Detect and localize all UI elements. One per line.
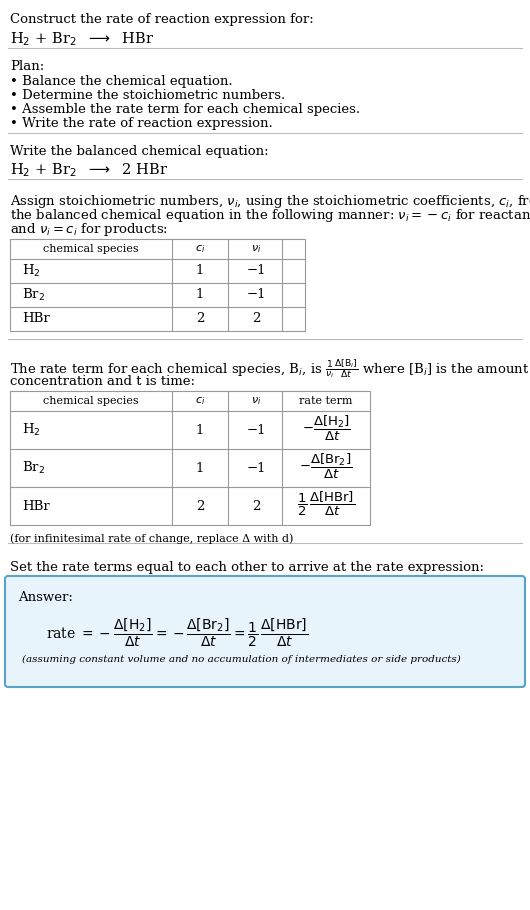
Text: HBr: HBr — [22, 500, 50, 512]
Text: 2: 2 — [252, 500, 260, 512]
Text: • Balance the chemical equation.: • Balance the chemical equation. — [10, 75, 233, 88]
Text: $c_i$: $c_i$ — [195, 243, 205, 255]
Text: (for infinitesimal rate of change, replace Δ with d): (for infinitesimal rate of change, repla… — [10, 533, 294, 543]
Bar — [10, 239, 305, 331]
Text: the balanced chemical equation in the following manner: $\nu_i = -c_i$ for react: the balanced chemical equation in the fo… — [10, 207, 530, 224]
Text: 1: 1 — [196, 461, 204, 474]
FancyBboxPatch shape — [5, 576, 525, 687]
Text: $c_i$: $c_i$ — [195, 395, 205, 407]
Text: Br$_2$: Br$_2$ — [22, 460, 45, 476]
Text: concentration and t is time:: concentration and t is time: — [10, 375, 195, 388]
Text: Plan:: Plan: — [10, 60, 44, 73]
Text: chemical species: chemical species — [43, 396, 139, 406]
Text: chemical species: chemical species — [43, 244, 139, 254]
Text: $-\dfrac{\Delta[\mathrm{Br_2}]}{\Delta t}$: $-\dfrac{\Delta[\mathrm{Br_2}]}{\Delta t… — [299, 451, 352, 480]
Text: H$_2$: H$_2$ — [22, 422, 41, 438]
Text: rate term: rate term — [299, 396, 353, 406]
Text: 2: 2 — [196, 312, 204, 326]
Text: Assign stoichiometric numbers, $\nu_i$, using the stoichiometric coefficients, $: Assign stoichiometric numbers, $\nu_i$, … — [10, 193, 530, 210]
Text: The rate term for each chemical species, B$_i$, is $\frac{1}{\nu_i}\frac{\Delta[: The rate term for each chemical species,… — [10, 357, 529, 380]
Text: 2: 2 — [196, 500, 204, 512]
Text: Write the balanced chemical equation:: Write the balanced chemical equation: — [10, 145, 269, 158]
Text: −1: −1 — [246, 265, 266, 278]
Text: Construct the rate of reaction expression for:: Construct the rate of reaction expressio… — [10, 13, 314, 26]
Bar — [10, 391, 370, 525]
Text: 1: 1 — [196, 423, 204, 437]
Text: −1: −1 — [246, 423, 266, 437]
Text: 1: 1 — [196, 265, 204, 278]
Text: Answer:: Answer: — [18, 591, 73, 604]
Text: H$_2$ + Br$_2$  $\longrightarrow$  2 HBr: H$_2$ + Br$_2$ $\longrightarrow$ 2 HBr — [10, 161, 168, 178]
Text: HBr: HBr — [22, 312, 50, 326]
Text: • Assemble the rate term for each chemical species.: • Assemble the rate term for each chemic… — [10, 103, 360, 116]
Text: • Write the rate of reaction expression.: • Write the rate of reaction expression. — [10, 117, 273, 130]
Text: (assuming constant volume and no accumulation of intermediates or side products): (assuming constant volume and no accumul… — [22, 655, 461, 664]
Text: $\nu_i$: $\nu_i$ — [251, 395, 261, 407]
Text: −1: −1 — [246, 461, 266, 474]
Text: −1: −1 — [246, 288, 266, 301]
Text: 2: 2 — [252, 312, 260, 326]
Text: H$_2$ + Br$_2$  $\longrightarrow$  HBr: H$_2$ + Br$_2$ $\longrightarrow$ HBr — [10, 30, 154, 47]
Text: • Determine the stoichiometric numbers.: • Determine the stoichiometric numbers. — [10, 89, 285, 102]
Text: H$_2$: H$_2$ — [22, 263, 41, 279]
Text: $-\dfrac{\Delta[\mathrm{H_2}]}{\Delta t}$: $-\dfrac{\Delta[\mathrm{H_2}]}{\Delta t}… — [302, 413, 350, 442]
Text: $\nu_i$: $\nu_i$ — [251, 243, 261, 255]
Text: $\dfrac{1}{2}\,\dfrac{\Delta[\mathrm{HBr}]}{\Delta t}$: $\dfrac{1}{2}\,\dfrac{\Delta[\mathrm{HBr… — [297, 490, 355, 518]
Text: and $\nu_i = c_i$ for products:: and $\nu_i = c_i$ for products: — [10, 221, 168, 238]
Text: rate $= -\dfrac{\Delta[\mathrm{H_2}]}{\Delta t} = -\dfrac{\Delta[\mathrm{Br_2}]}: rate $= -\dfrac{\Delta[\mathrm{H_2}]}{\D… — [46, 617, 308, 650]
Text: Set the rate terms equal to each other to arrive at the rate expression:: Set the rate terms equal to each other t… — [10, 561, 484, 574]
Text: Br$_2$: Br$_2$ — [22, 287, 45, 303]
Text: 1: 1 — [196, 288, 204, 301]
